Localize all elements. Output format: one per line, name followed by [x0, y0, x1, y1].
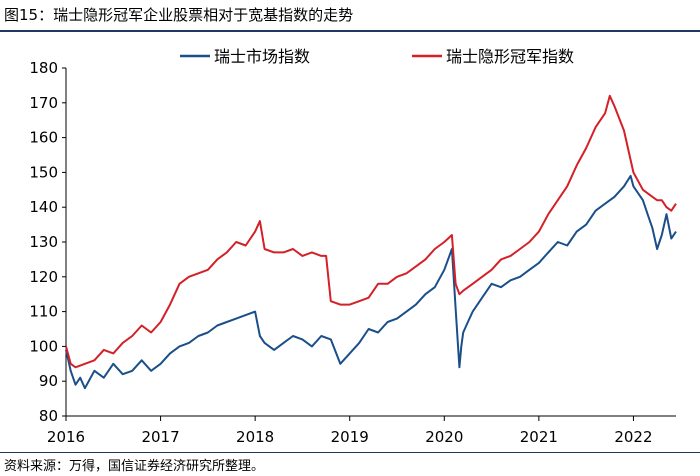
y-tick-label: 110: [29, 303, 58, 321]
x-tick-label: 2019: [331, 428, 369, 446]
x-tick-label: 2021: [520, 428, 558, 446]
y-tick-label: 130: [29, 233, 58, 251]
source-note: 资料来源：万得，国信证券经济研究所整理。: [4, 459, 265, 474]
series-lines: [65, 94, 677, 390]
x-tick-label: 2018: [236, 428, 274, 446]
y-tick-label: 90: [39, 372, 58, 390]
y-tick-label: 160: [29, 129, 58, 147]
x-tick-label: 2016: [47, 428, 85, 446]
y-tick-label: 150: [29, 163, 58, 181]
y-tick-label: 100: [29, 337, 58, 355]
x-tick-label: 2022: [614, 428, 652, 446]
y-tick-label: 120: [29, 268, 58, 286]
legend-label-champion: 瑞士隐形冠军指数: [446, 47, 574, 66]
y-tick-label: 140: [29, 198, 58, 216]
series-line-champion: [65, 94, 677, 369]
axes: 80 90 100 110 120 130 140 150 160 170 180 2016 2017 2…: [29, 59, 676, 446]
x-tick-label: 2020: [425, 428, 463, 446]
figure-title: 图15：瑞士隐形冠军企业股票相对于宽基指数的走势: [4, 6, 354, 24]
y-tick-label: 170: [29, 94, 58, 112]
y-tick-label: 80: [39, 407, 58, 425]
y-tick-label: 180: [29, 59, 58, 77]
source-rule: [0, 452, 700, 453]
x-tick-label: 2017: [141, 428, 179, 446]
legend-label-market: 瑞士市场指数: [214, 47, 310, 66]
title-rule: [0, 30, 700, 32]
series-line-market: [65, 174, 677, 390]
chart-legend: 瑞士市场指数 瑞士隐形冠军指数: [180, 47, 574, 66]
